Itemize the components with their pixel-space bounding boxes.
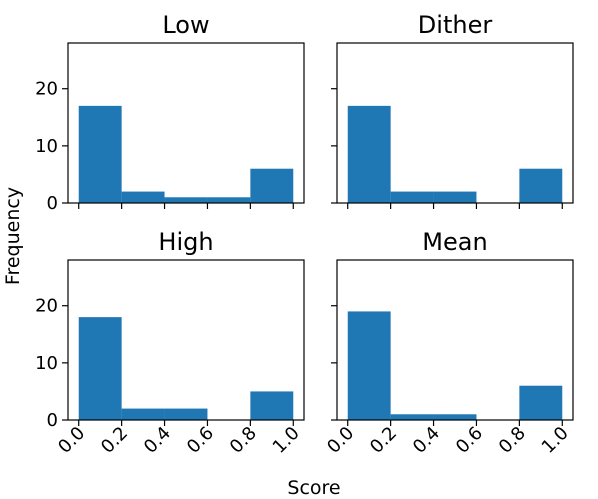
y-tick-label: 20 <box>35 79 58 100</box>
y-tick-label: 10 <box>35 353 58 374</box>
histogram-bar <box>164 408 208 420</box>
y-tick-label: 0 <box>47 410 58 431</box>
panel-frame <box>336 259 574 421</box>
x-tick-label: 0.8 <box>226 423 261 458</box>
x-tick-label: 0.0 <box>323 423 358 458</box>
histogram-bar <box>433 191 477 203</box>
histogram-bar <box>519 385 563 420</box>
x-tick-label: 0.8 <box>495 423 530 458</box>
histogram-bar <box>78 317 122 420</box>
y-tick-label: 20 <box>35 296 58 317</box>
histogram-bar <box>207 197 251 203</box>
x-tick-label: 0.2 <box>366 423 401 458</box>
histogram-bar <box>164 197 208 203</box>
x-tick-label: 1.0 <box>538 423 573 458</box>
x-tick-label: 0.6 <box>183 423 218 458</box>
panel-title: Mean <box>422 228 487 256</box>
histogram-bar <box>519 168 563 203</box>
histogram-bar <box>78 105 122 203</box>
y-tick-label: 0 <box>47 193 58 214</box>
panel-title: Low <box>162 11 209 39</box>
y-tick-label: 10 <box>35 136 58 157</box>
histogram-bar <box>250 391 294 420</box>
x-tick-label: 1.0 <box>269 423 304 458</box>
histogram-bar <box>347 311 391 420</box>
histogram-bar <box>347 105 391 203</box>
x-tick-label: 0.0 <box>54 423 89 458</box>
histogram-bar <box>433 414 477 420</box>
histogram-bar <box>390 414 434 420</box>
panel-frame <box>67 259 305 421</box>
panel-frame <box>67 42 305 204</box>
histogram-bar <box>390 191 434 203</box>
y-axis-label: Frequency <box>2 187 24 285</box>
panel-title: Dither <box>418 11 493 39</box>
panel-title: High <box>158 228 213 256</box>
histogram-bar <box>250 168 294 203</box>
x-tick-label: 0.6 <box>452 423 487 458</box>
x-tick-label: 0.4 <box>140 423 175 458</box>
x-tick-label: 0.4 <box>409 423 444 458</box>
x-tick-label: 0.2 <box>97 423 132 458</box>
histogram-bar <box>121 191 165 203</box>
histogram-bar <box>121 408 165 420</box>
x-axis-label: Score <box>287 477 340 499</box>
panel-frame <box>336 42 574 204</box>
